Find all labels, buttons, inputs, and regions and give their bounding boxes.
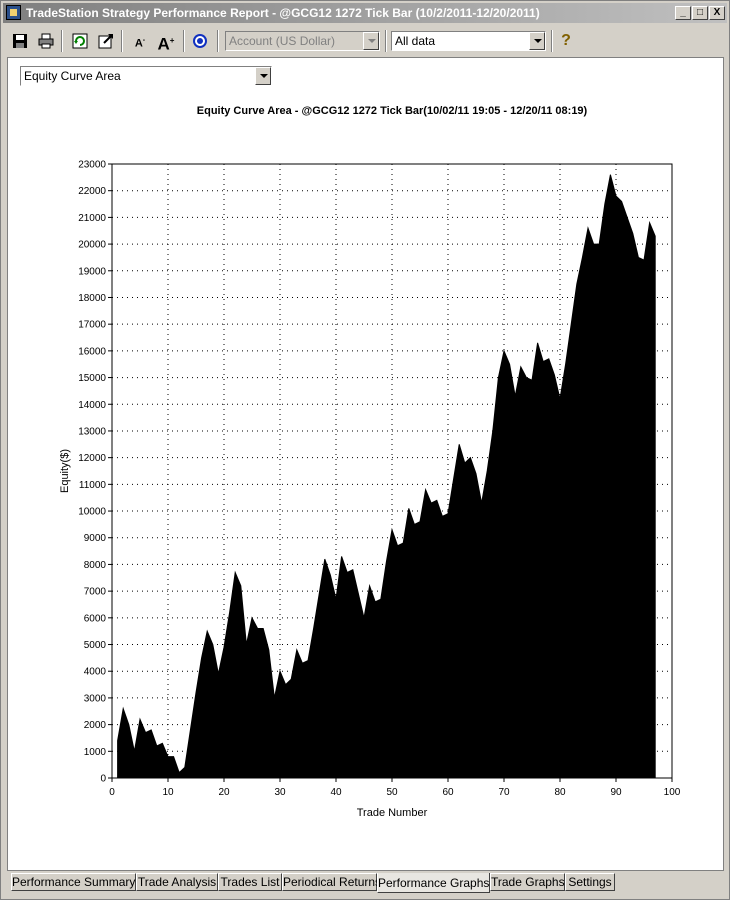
chevron-down-icon[interactable] — [363, 32, 379, 50]
y-axis-label: Equity($) — [59, 449, 71, 493]
toolbar-separator — [551, 30, 553, 52]
toolbar-separator — [121, 30, 123, 52]
y-tick-label: 19000 — [78, 266, 106, 277]
data-range-combo[interactable]: All data — [391, 31, 546, 51]
y-tick-label: 4000 — [84, 667, 107, 678]
y-tick-label: 11000 — [79, 480, 107, 491]
export-icon[interactable] — [95, 30, 117, 52]
data-range-value: All data — [395, 34, 436, 48]
chevron-down-icon[interactable] — [529, 32, 545, 50]
y-tick-label: 2000 — [84, 720, 107, 731]
toolbar-separator — [183, 30, 185, 52]
y-tick-label: 15000 — [78, 373, 106, 384]
account-combo-value: Account (US Dollar) — [229, 34, 336, 48]
graph-type-value: Equity Curve Area — [24, 69, 121, 83]
graph-panel: Equity Curve Area Equity Curve Area - @G… — [7, 57, 724, 871]
x-tick-label: 100 — [664, 787, 681, 798]
x-tick-label: 20 — [218, 787, 230, 798]
refresh-icon[interactable] — [69, 30, 91, 52]
y-tick-label: 6000 — [84, 613, 107, 624]
x-tick-label: 90 — [610, 787, 622, 798]
y-tick-label: 1000 — [84, 747, 107, 758]
toolbar: A- A+ Account (US Dollar) All data ? — [3, 27, 727, 55]
x-tick-label: 10 — [162, 787, 174, 798]
toolbar-separator — [385, 30, 387, 52]
x-tick-label: 60 — [442, 787, 454, 798]
chart-title: Equity Curve Area - @GCG12 1272 Tick Bar… — [197, 105, 588, 117]
y-tick-label: 22000 — [78, 186, 106, 197]
increase-font-icon[interactable]: A+ — [157, 34, 175, 54]
close-button[interactable]: X — [709, 6, 725, 20]
y-tick-label: 10000 — [78, 507, 106, 518]
toolbar-separator — [61, 30, 63, 52]
tab-periodical-returns[interactable]: Periodical Returns — [282, 873, 382, 891]
toolbar-separator — [217, 30, 219, 52]
tab-trades-list[interactable]: Trades List — [218, 873, 282, 891]
chevron-down-icon[interactable] — [255, 67, 271, 85]
help-icon[interactable]: ? — [561, 32, 571, 49]
window-title: TradeStation Strategy Performance Report… — [26, 6, 540, 20]
x-tick-label: 50 — [386, 787, 398, 798]
y-tick-label: 0 — [100, 774, 106, 785]
x-tick-label: 30 — [274, 787, 286, 798]
x-axis-label: Trade Number — [357, 807, 428, 819]
y-tick-label: 23000 — [78, 160, 106, 171]
tab-trade-analysis[interactable]: Trade Analysis — [136, 873, 218, 891]
x-tick-label: 80 — [554, 787, 566, 798]
title-bar[interactable]: TradeStation Strategy Performance Report… — [3, 3, 727, 23]
y-tick-label: 3000 — [84, 693, 107, 704]
equity-curve-chart: Equity Curve Area - @GCG12 1272 Tick Bar… — [59, 105, 681, 819]
app-icon[interactable] — [6, 5, 21, 20]
y-tick-label: 14000 — [78, 400, 106, 411]
y-tick-label: 21000 — [78, 213, 106, 224]
y-tick-label: 13000 — [78, 426, 106, 437]
tab-trade-graphs[interactable]: Trade Graphs — [490, 873, 565, 891]
y-tick-label: 8000 — [84, 560, 107, 571]
y-tick-label: 7000 — [84, 587, 107, 598]
y-tick-label: 18000 — [78, 293, 106, 304]
x-tick-label: 70 — [498, 787, 510, 798]
tab-performance-graphs[interactable]: Performance Graphs — [377, 873, 490, 893]
y-tick-label: 9000 — [84, 533, 107, 544]
maximize-button[interactable]: □ — [692, 6, 708, 20]
print-icon[interactable] — [35, 30, 57, 52]
y-tick-label: 5000 — [84, 640, 107, 651]
y-tick-label: 12000 — [78, 453, 106, 464]
y-tick-label: 16000 — [78, 346, 106, 357]
x-tick-label: 0 — [109, 787, 115, 798]
account-combo[interactable]: Account (US Dollar) — [225, 31, 380, 51]
tab-settings[interactable]: Settings — [565, 873, 615, 891]
save-icon[interactable] — [9, 30, 31, 52]
y-tick-label: 20000 — [78, 240, 106, 251]
tab-performance-summary[interactable]: Performance Summary — [11, 873, 136, 891]
graph-type-select[interactable]: Equity Curve Area — [20, 66, 272, 86]
minimize-button[interactable]: _ — [675, 6, 691, 20]
x-tick-label: 40 — [330, 787, 342, 798]
y-tick-label: 17000 — [78, 320, 106, 331]
decrease-font-icon[interactable]: A- — [134, 37, 146, 50]
target-icon[interactable] — [189, 30, 211, 52]
equity-area — [117, 174, 656, 779]
